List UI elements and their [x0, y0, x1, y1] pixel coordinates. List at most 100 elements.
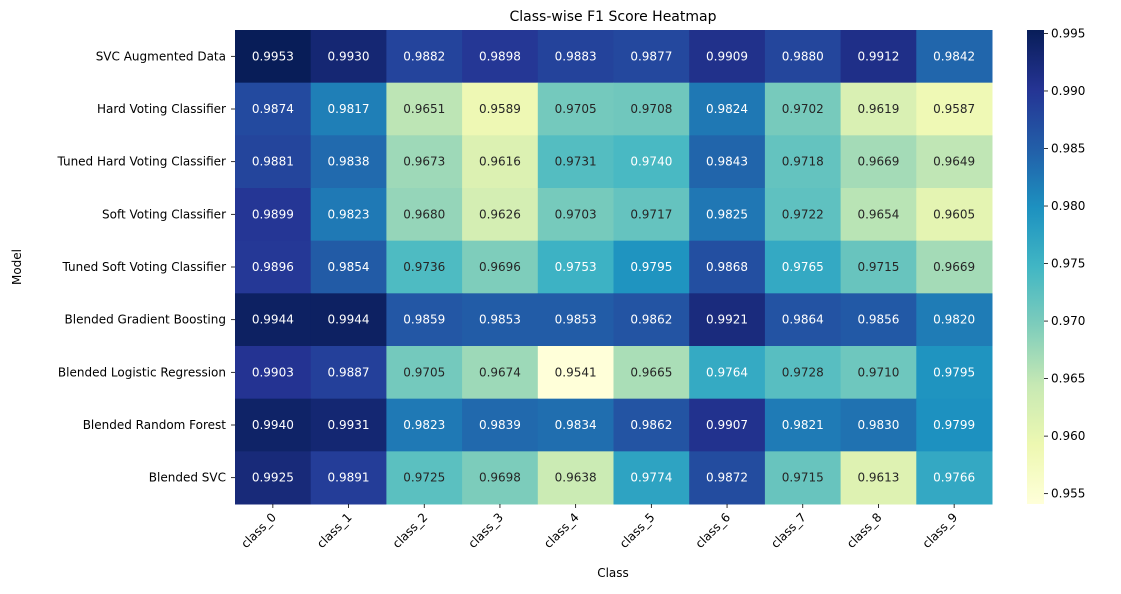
- colorbar-tick-label: 0.985: [1051, 142, 1085, 156]
- cell-value-label: 0.9665: [630, 365, 672, 379]
- cell-value-label: 0.9925: [252, 471, 294, 485]
- heatmap-cell: [613, 346, 690, 400]
- heatmap-cell: [462, 346, 539, 400]
- heatmap-cell: [235, 293, 312, 347]
- heatmap-cell: [689, 293, 766, 347]
- colorbar-ticks: 0.955 0.960 0.965 0.970 0.975 0.980 0.985 0.990…: [1044, 26, 1085, 501]
- cell-value-label: 0.9795: [933, 365, 975, 379]
- cell-value-label: 0.9944: [328, 313, 370, 327]
- cell-value-label: 0.9899: [252, 207, 294, 221]
- heatmap-cell: [386, 398, 463, 452]
- heatmap-cell: [462, 30, 539, 84]
- heatmap-cell: [613, 82, 690, 136]
- x-tick-label: class_5: [617, 510, 658, 551]
- cell-value-label: 0.9765: [782, 260, 824, 274]
- cell-value-label: 0.9898: [479, 49, 521, 63]
- heatmap-cell: [613, 135, 690, 189]
- cell-value-label: 0.9843: [706, 155, 748, 169]
- heatmap-cell: [310, 188, 387, 242]
- cell-value-label: 0.9669: [857, 155, 899, 169]
- heatmap-cell: [613, 451, 690, 505]
- y-axis-label: Model: [10, 249, 24, 285]
- x-tick-label: class_7: [768, 510, 809, 551]
- cell-value-label: 0.9823: [328, 207, 370, 221]
- heatmap-cell: [916, 398, 993, 452]
- heatmap-cell: [840, 82, 917, 136]
- heatmap-cell: [916, 346, 993, 400]
- heatmap-cell: [840, 30, 917, 84]
- cell-value-label: 0.9708: [630, 102, 672, 116]
- heatmap-cell: [537, 188, 614, 242]
- heatmap-cell: [537, 135, 614, 189]
- colorbar-tick-label: 0.995: [1051, 26, 1085, 40]
- y-tick-label: Blended Random Forest: [83, 418, 227, 432]
- heatmap-cell: [764, 451, 842, 505]
- heatmap-cell: [840, 346, 917, 400]
- heatmap-cell: [840, 293, 917, 347]
- cell-value-label: 0.9862: [630, 313, 672, 327]
- cell-value-label: 0.9669: [933, 260, 975, 274]
- heatmap-cell: [235, 30, 312, 84]
- heatmap-cell: [689, 135, 766, 189]
- cell-value-label: 0.9854: [328, 260, 370, 274]
- heatmap-cell: [764, 240, 842, 294]
- cell-value-label: 0.9877: [630, 49, 672, 63]
- cell-value-label: 0.9823: [403, 418, 445, 432]
- cell-value-label: 0.9673: [403, 155, 445, 169]
- cell-value-label: 0.9856: [857, 313, 899, 327]
- colorbar-tick-label: 0.990: [1051, 84, 1085, 98]
- x-tick-label: class_1: [314, 510, 355, 551]
- heatmap-cell: [386, 451, 463, 505]
- y-tick-label: Blended Gradient Boosting: [65, 313, 226, 327]
- cell-value-label: 0.9820: [933, 313, 975, 327]
- cell-value-label: 0.9705: [555, 102, 597, 116]
- cell-value-label: 0.9680: [403, 207, 445, 221]
- cell-value-label: 0.9821: [782, 418, 824, 432]
- heatmap-cell: [916, 188, 993, 242]
- cell-value-label: 0.9909: [706, 49, 748, 63]
- colorbar-tick-label: 0.980: [1051, 199, 1085, 213]
- heatmap-cell: [537, 293, 614, 347]
- cell-value-label: 0.9883: [555, 49, 597, 63]
- cell-value-label: 0.9766: [933, 471, 975, 485]
- heatmap-cell: [235, 451, 312, 505]
- cell-value-label: 0.9882: [403, 49, 445, 63]
- heatmap-cell: [537, 398, 614, 452]
- heatmap-cell: [235, 240, 312, 294]
- x-tick-label: class_2: [390, 510, 431, 551]
- cell-value-label: 0.9698: [479, 471, 521, 485]
- heatmap-cell: [689, 30, 766, 84]
- cell-value-label: 0.9736: [403, 260, 445, 274]
- cell-value-label: 0.9896: [252, 260, 294, 274]
- cell-value-label: 0.9931: [328, 418, 370, 432]
- heatmap-cell: [386, 135, 463, 189]
- y-tick-label: SVC Augmented Data: [96, 49, 226, 63]
- heatmap-cell: [840, 188, 917, 242]
- cell-value-label: 0.9874: [252, 102, 294, 116]
- cell-value-label: 0.9868: [706, 260, 748, 274]
- cell-value-label: 0.9619: [857, 102, 899, 116]
- cell-value-label: 0.9715: [782, 471, 824, 485]
- y-axis-ticks: SVC Augmented Data Hard Voting Classifier…: [56, 49, 235, 485]
- heatmap-cell: [537, 346, 614, 400]
- heatmap-cell: [235, 188, 312, 242]
- heatmap-cell: [386, 240, 463, 294]
- heatmap-cell: [386, 30, 463, 84]
- cell-value-label: 0.9864: [782, 313, 824, 327]
- heatmap-cell: [916, 451, 993, 505]
- chart-title: Class-wise F1 Score Heatmap: [510, 9, 717, 25]
- x-tick-label: class_8: [844, 510, 885, 551]
- cell-value-label: 0.9872: [706, 471, 748, 485]
- heatmap-cell: [613, 188, 690, 242]
- heatmap-cell: [764, 135, 842, 189]
- heatmap-cell: [764, 82, 842, 136]
- cell-value-label: 0.9903: [252, 365, 294, 379]
- heatmap-cell: [764, 30, 842, 84]
- heatmap-cell: [310, 82, 387, 136]
- heatmap-cell: [235, 82, 312, 136]
- heatmap-cell: [310, 398, 387, 452]
- x-tick-label: class_0: [238, 510, 279, 551]
- x-tick-label: class_9: [920, 510, 961, 551]
